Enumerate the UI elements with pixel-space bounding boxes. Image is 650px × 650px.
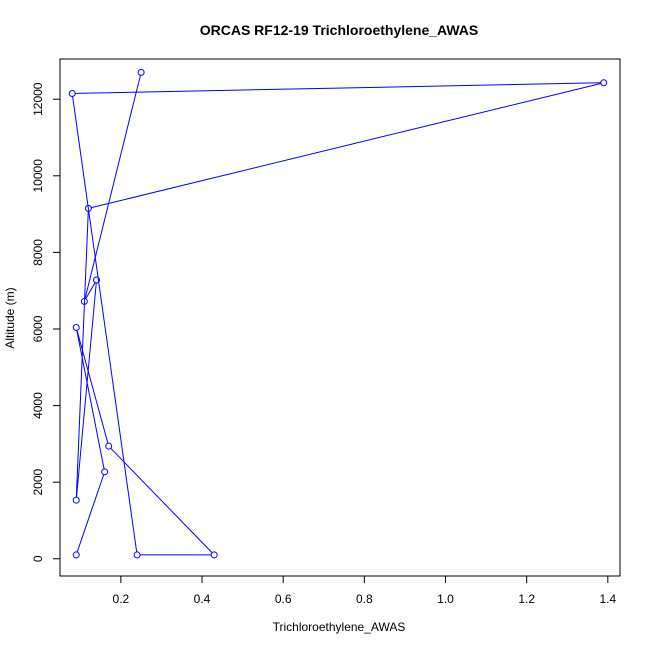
series-segment <box>76 330 109 444</box>
data-point <box>68 89 76 97</box>
y-tick-label: 10000 <box>31 159 45 193</box>
data-point <box>101 468 109 476</box>
y-axis: 0 2000 4000 6000 8000 10000 12000 <box>31 82 61 562</box>
data-point <box>72 496 80 504</box>
series-segment <box>91 82 601 209</box>
series-segment <box>84 75 141 299</box>
x-tick-label: 1.4 <box>599 592 616 606</box>
chart-title: ORCAS RF12-19 Trichloroethylene_AWAS <box>200 22 479 38</box>
data-point <box>600 79 608 87</box>
x-tick-label: 0.2 <box>113 592 130 606</box>
y-axis-label: Altitude (m) <box>3 287 17 348</box>
series-segment <box>76 474 105 553</box>
series-segment <box>76 282 97 498</box>
data-point <box>133 551 141 559</box>
y-tick-label: 6000 <box>31 315 45 342</box>
x-tick-label: 0.8 <box>356 592 373 606</box>
y-tick-label: 4000 <box>31 392 45 419</box>
series-segment <box>75 82 601 94</box>
y-tick-label: 12000 <box>31 82 45 116</box>
data-point <box>72 323 80 331</box>
x-tick-label: 0.4 <box>194 592 211 606</box>
y-tick-label: 0 <box>31 555 45 562</box>
series-segment <box>76 330 105 469</box>
plot-frame <box>59 58 621 577</box>
series-segment <box>72 96 138 553</box>
data-point <box>210 551 218 559</box>
x-tick-label: 1.2 <box>518 592 535 606</box>
y-tick-label: 2000 <box>31 469 45 496</box>
x-axis: 0.2 0.4 0.6 0.8 1.0 1.2 1.4 <box>113 575 616 606</box>
data-point <box>84 204 92 212</box>
data-point <box>137 68 145 76</box>
x-axis-label: Trichloroethylene_AWAS <box>273 620 406 634</box>
series-points <box>68 68 608 559</box>
data-point <box>80 297 88 305</box>
series-segment <box>75 211 89 498</box>
y-tick-label: 8000 <box>31 239 45 266</box>
x-tick-label: 1.0 <box>437 592 454 606</box>
x-tick-label: 0.6 <box>275 592 292 606</box>
series-segment <box>110 447 213 554</box>
series-lines <box>72 75 601 556</box>
data-point <box>105 442 113 450</box>
data-point <box>93 276 101 284</box>
data-point <box>72 551 80 559</box>
series-segment <box>85 282 96 300</box>
